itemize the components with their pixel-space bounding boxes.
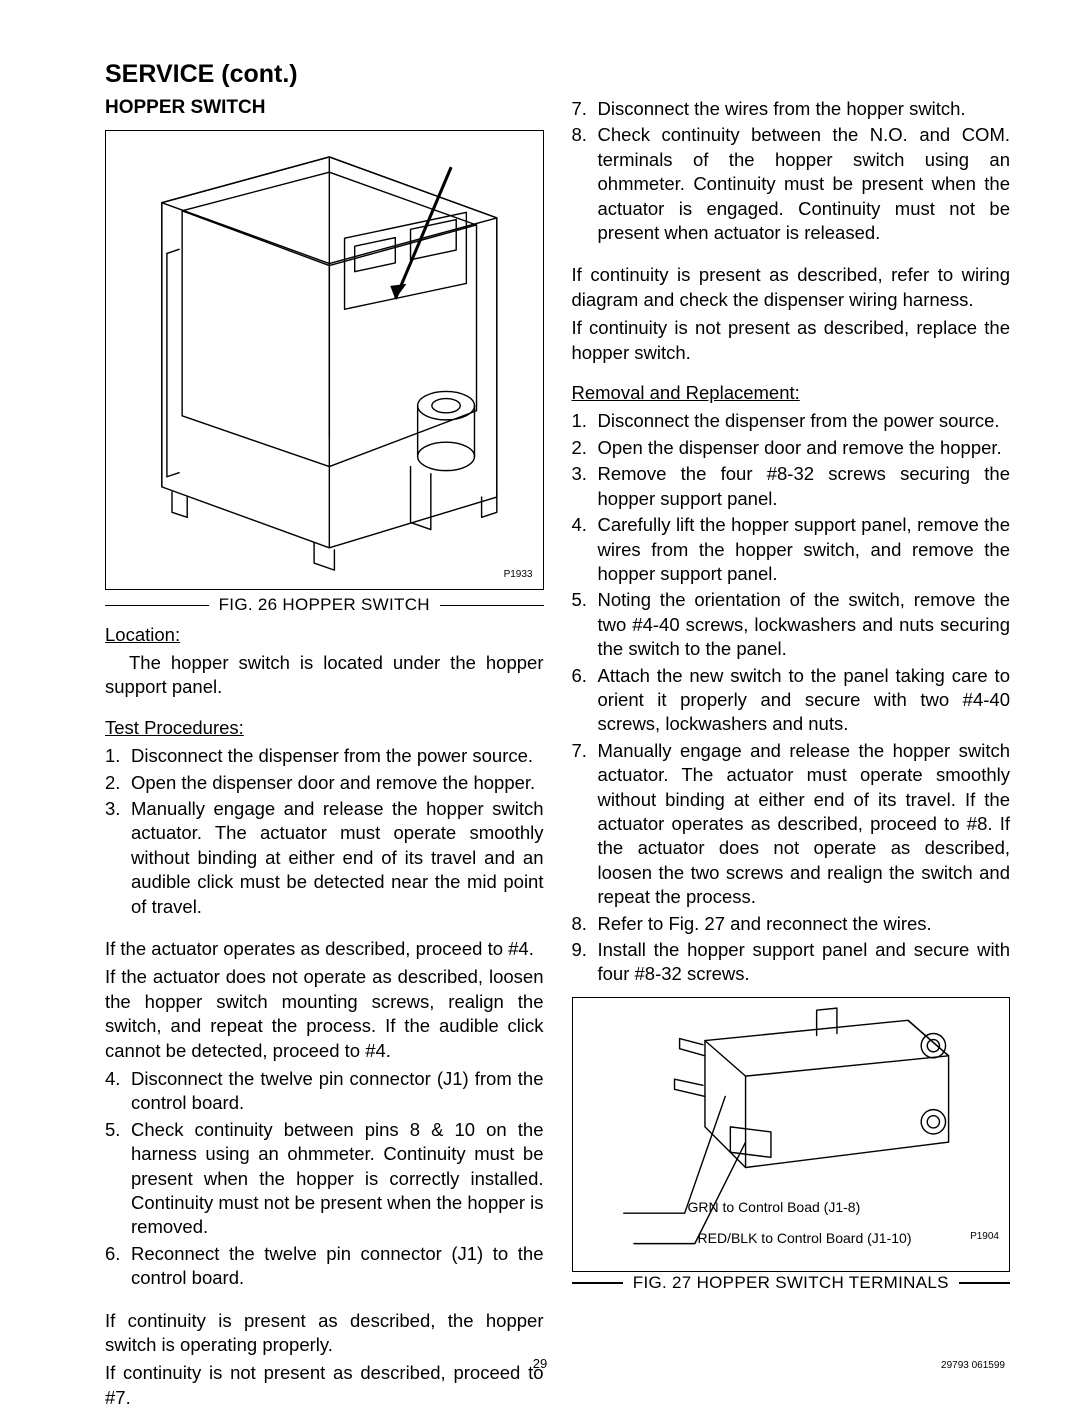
figure-27-pcode: P1904 [970, 1230, 999, 1243]
page-number: 29 [0, 1356, 1080, 1371]
step: Manually engage and release the hopper s… [131, 798, 544, 917]
figure-26-caption-row: FIG. 26 HOPPER SWITCH [105, 594, 544, 616]
subsection-heading: HOPPER SWITCH [105, 95, 544, 120]
location-text: The hopper switch is located under the h… [105, 651, 544, 700]
step: Disconnect the dispenser from the power … [131, 745, 533, 766]
step: Reconnect the twelve pin connector (J1) … [131, 1243, 544, 1288]
step: Install the hopper support panel and sec… [598, 939, 1011, 984]
step: Refer to Fig. 27 and reconnect the wires… [598, 913, 932, 934]
condition-3b: If continuity is not present as describe… [572, 316, 1011, 365]
step: Disconnect the wires from the hopper swi… [598, 98, 966, 119]
step: Noting the orientation of the switch, re… [598, 589, 1011, 659]
step: Check continuity between pins 8 & 10 on … [131, 1119, 544, 1238]
step: Check continuity between the N.O. and CO… [598, 124, 1011, 243]
figure-26-drawing [106, 131, 543, 589]
section-title: SERVICE (cont.) [105, 60, 1010, 89]
rule-right [440, 605, 544, 607]
test-steps-2: 4.Disconnect the twelve pin connector (J… [105, 1067, 544, 1291]
rule-left [105, 605, 209, 607]
figure-26-pcode: P1933 [504, 568, 533, 581]
test-steps-1: 1.Disconnect the dispenser from the powe… [105, 744, 544, 919]
test-steps-3: 7.Disconnect the wires from the hopper s… [572, 97, 1011, 245]
step: Attach the new switch to the panel takin… [598, 665, 1011, 735]
condition-3a: If continuity is present as described, r… [572, 263, 1011, 312]
figure-27-caption-row: FIG. 27 HOPPER SWITCH TERMINALS [572, 1272, 1011, 1294]
figure-27-frame: GRN to Control Boad (J1-8) RED/BLK to Co… [572, 997, 1011, 1272]
step: Remove the four #8-32 screws securing th… [598, 463, 1011, 508]
doc-code: 29793 061599 [941, 1360, 1005, 1371]
location-label: Location: [105, 624, 180, 645]
removal-steps: 1.Disconnect the dispenser from the powe… [572, 409, 1011, 986]
step: Disconnect the dispenser from the power … [598, 410, 1000, 431]
two-column-layout: HOPPER SWITCH [105, 95, 1010, 1414]
figure-27-caption: FIG. 27 HOPPER SWITCH TERMINALS [633, 1272, 949, 1294]
step: Manually engage and release the hopper s… [598, 740, 1011, 907]
wire-label-1: GRN to Control Boad (J1-8) [688, 1198, 861, 1216]
right-column: 7.Disconnect the wires from the hopper s… [572, 95, 1011, 1414]
rule-right [959, 1282, 1010, 1284]
condition-1a: If the actuator operates as described, p… [105, 937, 544, 961]
rule-left [572, 1282, 623, 1284]
step: Carefully lift the hopper support panel,… [598, 514, 1011, 584]
step: Open the dispenser door and remove the h… [598, 437, 1002, 458]
removal-replacement-label: Removal and Replacement: [572, 382, 800, 403]
condition-2a: If continuity is present as described, t… [105, 1309, 544, 1358]
test-procedures-label: Test Procedures: [105, 717, 244, 738]
figure-26-frame: P1933 [105, 130, 544, 590]
step: Disconnect the twelve pin connector (J1)… [131, 1068, 544, 1113]
step: Open the dispenser door and remove the h… [131, 772, 535, 793]
wire-label-2: RED/BLK to Control Board (J1-10) [698, 1229, 912, 1247]
condition-1b: If the actuator does not operate as desc… [105, 965, 544, 1063]
left-column: HOPPER SWITCH [105, 95, 544, 1414]
figure-26-caption: FIG. 26 HOPPER SWITCH [219, 594, 430, 616]
